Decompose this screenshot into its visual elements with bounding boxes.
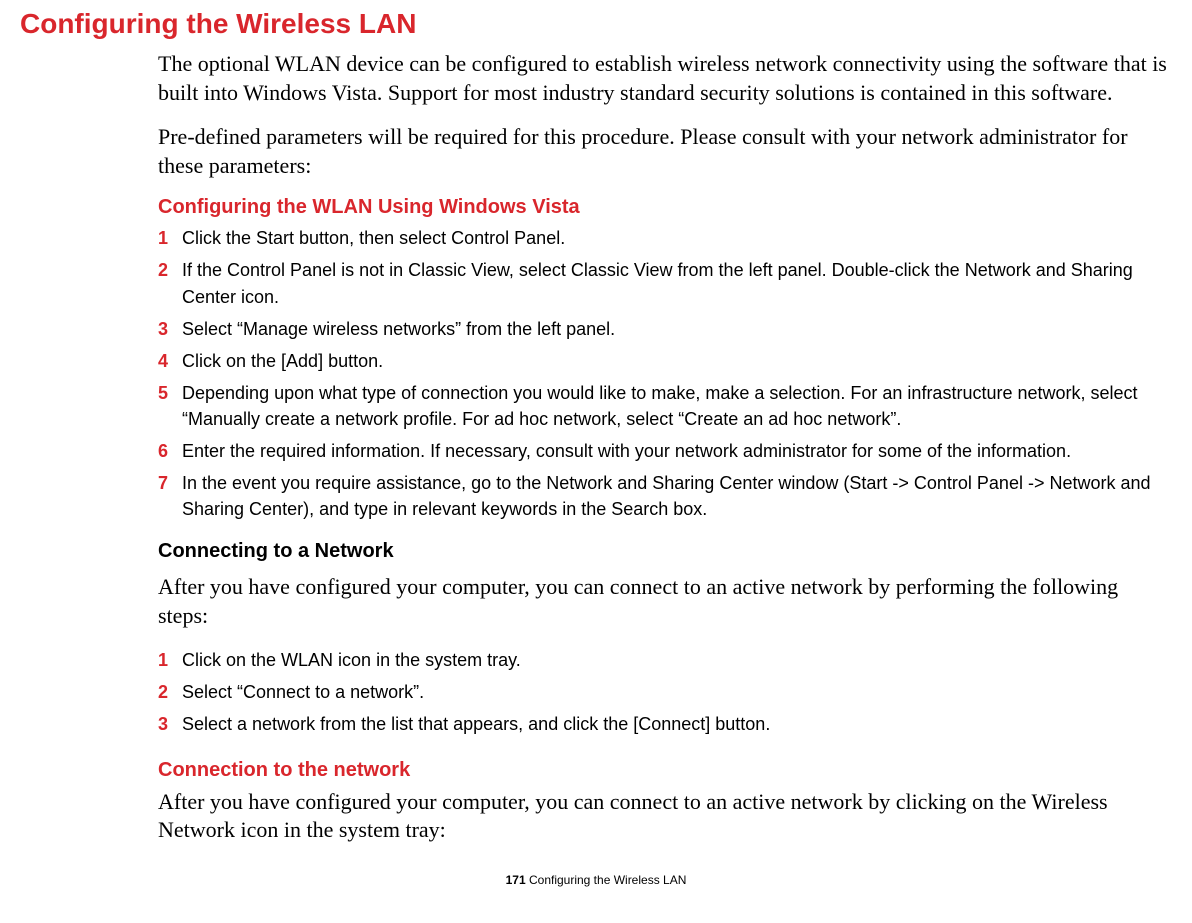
list-item: 2Select “Connect to a network”. [158,679,1172,705]
step-text: Click the Start button, then select Cont… [182,225,1172,251]
steps-list-configure: 1Click the Start button, then select Con… [158,225,1172,522]
step-number: 2 [158,257,182,309]
intro-paragraph-2: Pre-defined parameters will be required … [158,123,1168,180]
connection-body: After you have configured your computer,… [158,788,1168,845]
step-number: 5 [158,380,182,432]
list-item: 1Click the Start button, then select Con… [158,225,1172,251]
list-item: 4Click on the [Add] button. [158,348,1172,374]
intro-paragraph-1: The optional WLAN device can be configur… [158,50,1168,107]
step-number: 3 [158,711,182,737]
page-footer: 171 Configuring the Wireless LAN [20,873,1172,887]
step-number: 2 [158,679,182,705]
step-text: Enter the required information. If neces… [182,438,1172,464]
page-number: 171 [506,873,526,887]
step-text: Depending upon what type of connection y… [182,380,1172,432]
section-heading-connection: Connection to the network [158,759,1172,782]
step-text: If the Control Panel is not in Classic V… [182,257,1172,309]
page-title: Configuring the Wireless LAN [20,8,1172,40]
step-text: Click on the [Add] button. [182,348,1172,374]
list-item: 2If the Control Panel is not in Classic … [158,257,1172,309]
step-text: Select a network from the list that appe… [182,711,1172,737]
step-text: Click on the WLAN icon in the system tra… [182,647,1172,673]
steps-list-connect: 1Click on the WLAN icon in the system tr… [158,647,1172,737]
list-item: 3Select a network from the list that app… [158,711,1172,737]
list-item: 1Click on the WLAN icon in the system tr… [158,647,1172,673]
step-text: Select “Manage wireless networks” from t… [182,316,1172,342]
step-number: 4 [158,348,182,374]
step-number: 3 [158,316,182,342]
step-number: 1 [158,647,182,673]
list-item: 7In the event you require assistance, go… [158,470,1172,522]
step-number: 1 [158,225,182,251]
section-heading-configure-vista: Configuring the WLAN Using Windows Vista [158,196,1172,219]
step-text: Select “Connect to a network”. [182,679,1172,705]
section-heading-connecting: Connecting to a Network [158,540,1172,563]
list-item: 6Enter the required information. If nece… [158,438,1172,464]
connecting-intro: After you have configured your computer,… [158,573,1168,630]
list-item: 3Select “Manage wireless networks” from … [158,316,1172,342]
step-number: 7 [158,470,182,522]
document-page: Configuring the Wireless LAN The optiona… [0,0,1192,897]
step-number: 6 [158,438,182,464]
step-text: In the event you require assistance, go … [182,470,1172,522]
list-item: 5Depending upon what type of connection … [158,380,1172,432]
footer-label: Configuring the Wireless LAN [526,873,687,887]
